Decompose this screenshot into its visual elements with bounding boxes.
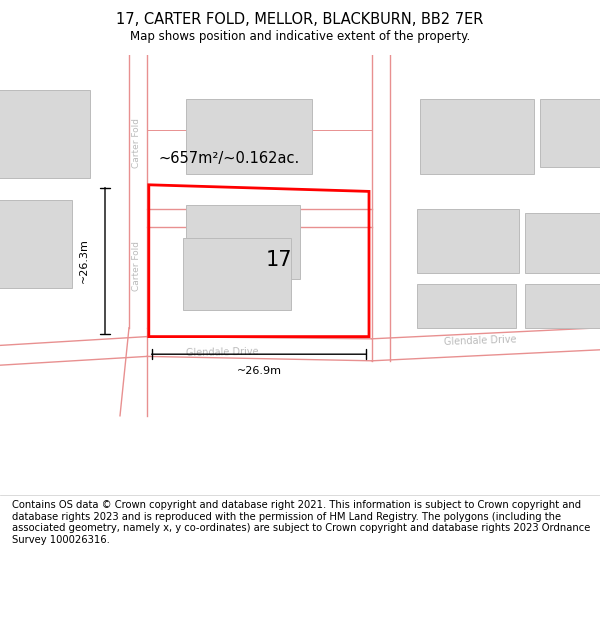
Bar xyxy=(420,99,534,174)
Text: Glendale Drive: Glendale Drive xyxy=(443,335,517,348)
Text: 17: 17 xyxy=(266,249,292,269)
Text: Carter Fold: Carter Fold xyxy=(133,118,142,168)
Bar xyxy=(186,204,300,279)
Text: ~657m²/~0.162ac.: ~657m²/~0.162ac. xyxy=(159,151,300,166)
Bar xyxy=(417,209,519,272)
Text: ~26.9m: ~26.9m xyxy=(236,366,281,376)
Text: Map shows position and indicative extent of the property.: Map shows position and indicative extent… xyxy=(130,30,470,43)
Text: Contains OS data © Crown copyright and database right 2021. This information is : Contains OS data © Crown copyright and d… xyxy=(12,500,590,545)
Bar xyxy=(540,99,600,168)
Bar xyxy=(183,238,291,310)
Text: 17, CARTER FOLD, MELLOR, BLACKBURN, BB2 7ER: 17, CARTER FOLD, MELLOR, BLACKBURN, BB2 … xyxy=(116,12,484,27)
Bar xyxy=(186,99,312,174)
Bar xyxy=(525,284,600,328)
Text: ~26.3m: ~26.3m xyxy=(79,238,89,283)
Bar xyxy=(525,213,600,272)
Bar xyxy=(0,90,90,178)
Bar xyxy=(417,284,516,328)
Text: Carter Fold: Carter Fold xyxy=(133,241,142,291)
Text: Glendale Drive: Glendale Drive xyxy=(185,346,259,358)
Bar xyxy=(0,200,72,288)
